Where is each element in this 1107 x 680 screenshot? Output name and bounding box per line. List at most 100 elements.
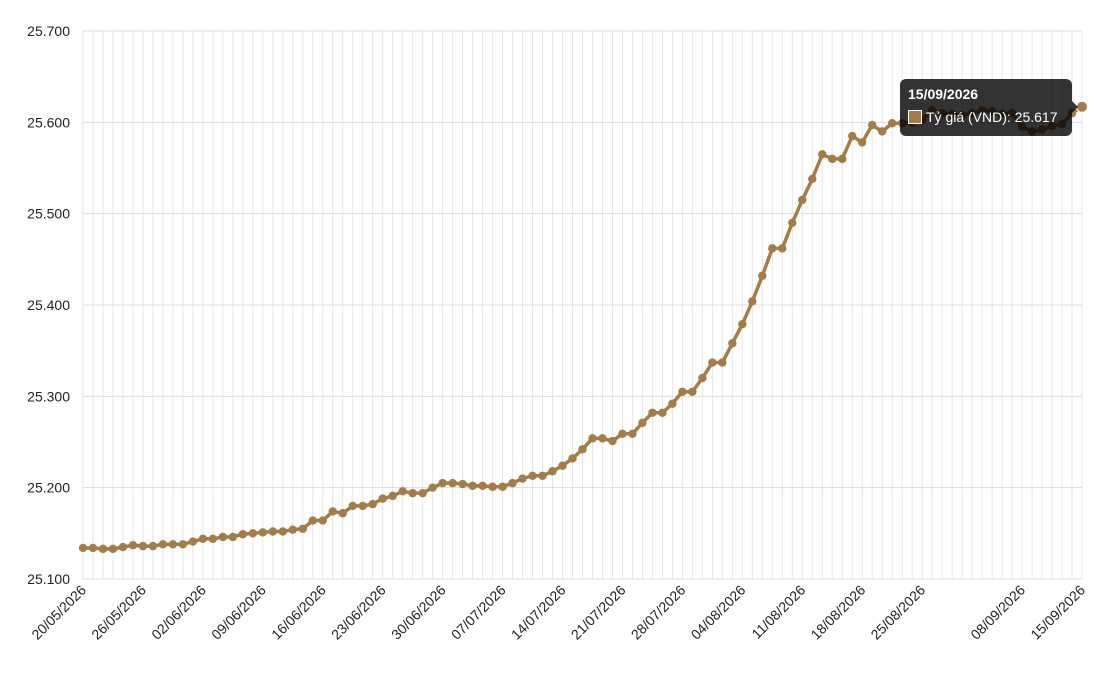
- x-tick-label: 23/06/2026: [328, 582, 389, 643]
- data-point[interactable]: [678, 387, 687, 396]
- data-point[interactable]: [88, 543, 98, 553]
- x-tick-label: 18/08/2026: [807, 582, 868, 643]
- x-tick-label: 09/06/2026: [208, 582, 269, 643]
- data-point[interactable]: [878, 127, 887, 136]
- x-tick-label: 20/05/2026: [28, 582, 89, 643]
- y-tick-label: 25.300: [27, 388, 70, 404]
- data-point[interactable]: [78, 543, 88, 553]
- data-point[interactable]: [268, 527, 278, 536]
- data-point[interactable]: [408, 488, 417, 498]
- x-tick-label: 04/08/2026: [688, 582, 749, 643]
- data-point[interactable]: [218, 532, 228, 542]
- data-point[interactable]: [718, 358, 727, 367]
- data-point[interactable]: [348, 501, 357, 511]
- data-point[interactable]: [887, 119, 897, 128]
- data-point[interactable]: [188, 537, 198, 546]
- data-point[interactable]: [518, 474, 527, 483]
- data-point[interactable]: [838, 154, 847, 164]
- data-point[interactable]: [138, 541, 148, 551]
- data-point[interactable]: [798, 195, 807, 205]
- data-point[interactable]: [328, 507, 337, 516]
- data-point[interactable]: [708, 358, 717, 367]
- data-point[interactable]: [748, 297, 757, 306]
- data-point[interactable]: [228, 532, 238, 542]
- tooltip-row: Tỷ giá (VND): 25.617: [908, 109, 1064, 125]
- data-point[interactable]: [498, 482, 507, 491]
- data-point[interactable]: [858, 138, 867, 147]
- data-point[interactable]: [628, 429, 637, 438]
- x-tick-label: 15/09/2026: [1027, 582, 1088, 643]
- x-tick-label: 02/06/2026: [148, 582, 209, 643]
- data-point[interactable]: [198, 534, 208, 544]
- data-point[interactable]: [668, 399, 677, 408]
- y-tick-label: 25.500: [27, 206, 70, 222]
- data-point[interactable]: [368, 499, 377, 509]
- data-point[interactable]: [808, 174, 817, 184]
- data-point[interactable]: [868, 120, 877, 130]
- data-point[interactable]: [508, 478, 517, 488]
- data-point[interactable]: [778, 244, 787, 253]
- data-point[interactable]: [108, 544, 118, 554]
- data-point[interactable]: [248, 529, 258, 538]
- data-point[interactable]: [378, 494, 387, 503]
- data-point[interactable]: [638, 418, 647, 428]
- data-point[interactable]: [828, 154, 837, 164]
- data-point[interactable]: [528, 471, 537, 480]
- data-point[interactable]: [278, 527, 287, 536]
- x-tick-label: 21/07/2026: [568, 582, 629, 643]
- data-point[interactable]: [298, 524, 307, 533]
- data-point[interactable]: [98, 544, 108, 554]
- data-point[interactable]: [568, 454, 577, 463]
- data-point[interactable]: [438, 478, 447, 488]
- data-point[interactable]: [258, 528, 268, 537]
- data-point[interactable]: [448, 478, 457, 488]
- data-point[interactable]: [768, 244, 777, 253]
- data-point[interactable]: [428, 483, 437, 492]
- data-point[interactable]: [468, 481, 477, 491]
- data-point[interactable]: [338, 509, 347, 518]
- data-point[interactable]: [728, 339, 737, 348]
- data-point[interactable]: [578, 445, 587, 454]
- x-tick-label: 25/08/2026: [867, 582, 928, 643]
- data-point[interactable]: [418, 488, 427, 498]
- x-tick-label: 16/06/2026: [268, 582, 329, 643]
- x-tick-label: 30/06/2026: [388, 582, 449, 643]
- data-point[interactable]: [238, 530, 248, 539]
- data-point[interactable]: [608, 436, 617, 446]
- data-point[interactable]: [398, 487, 407, 496]
- data-point[interactable]: [548, 467, 557, 476]
- data-point[interactable]: [128, 541, 138, 550]
- data-point[interactable]: [598, 434, 607, 443]
- data-point[interactable]: [388, 491, 397, 501]
- data-point[interactable]: [158, 540, 168, 549]
- data-point[interactable]: [148, 541, 158, 551]
- data-point[interactable]: [288, 525, 297, 534]
- data-point[interactable]: [758, 271, 767, 280]
- data-point[interactable]: [488, 482, 497, 491]
- data-point[interactable]: [318, 516, 327, 525]
- data-point[interactable]: [788, 218, 797, 227]
- data-point[interactable]: [738, 319, 747, 329]
- data-point[interactable]: [178, 540, 188, 549]
- active-data-point[interactable]: [1076, 100, 1088, 113]
- data-point[interactable]: [538, 471, 547, 480]
- data-point[interactable]: [478, 481, 487, 491]
- data-point[interactable]: [118, 542, 128, 552]
- data-point[interactable]: [458, 479, 467, 489]
- data-point[interactable]: [818, 150, 827, 159]
- data-point[interactable]: [658, 408, 667, 417]
- data-point[interactable]: [848, 131, 857, 141]
- data-point[interactable]: [358, 501, 367, 511]
- data-point[interactable]: [168, 540, 178, 549]
- data-point[interactable]: [308, 516, 317, 525]
- data-point[interactable]: [558, 461, 567, 470]
- data-point[interactable]: [698, 373, 707, 383]
- data-point[interactable]: [208, 534, 218, 544]
- data-point[interactable]: [648, 408, 657, 417]
- data-point[interactable]: [688, 387, 697, 396]
- data-point[interactable]: [588, 434, 597, 443]
- x-tick-label: 08/09/2026: [967, 582, 1028, 643]
- data-point[interactable]: [618, 429, 627, 438]
- x-tick-label: 14/07/2026: [508, 582, 569, 643]
